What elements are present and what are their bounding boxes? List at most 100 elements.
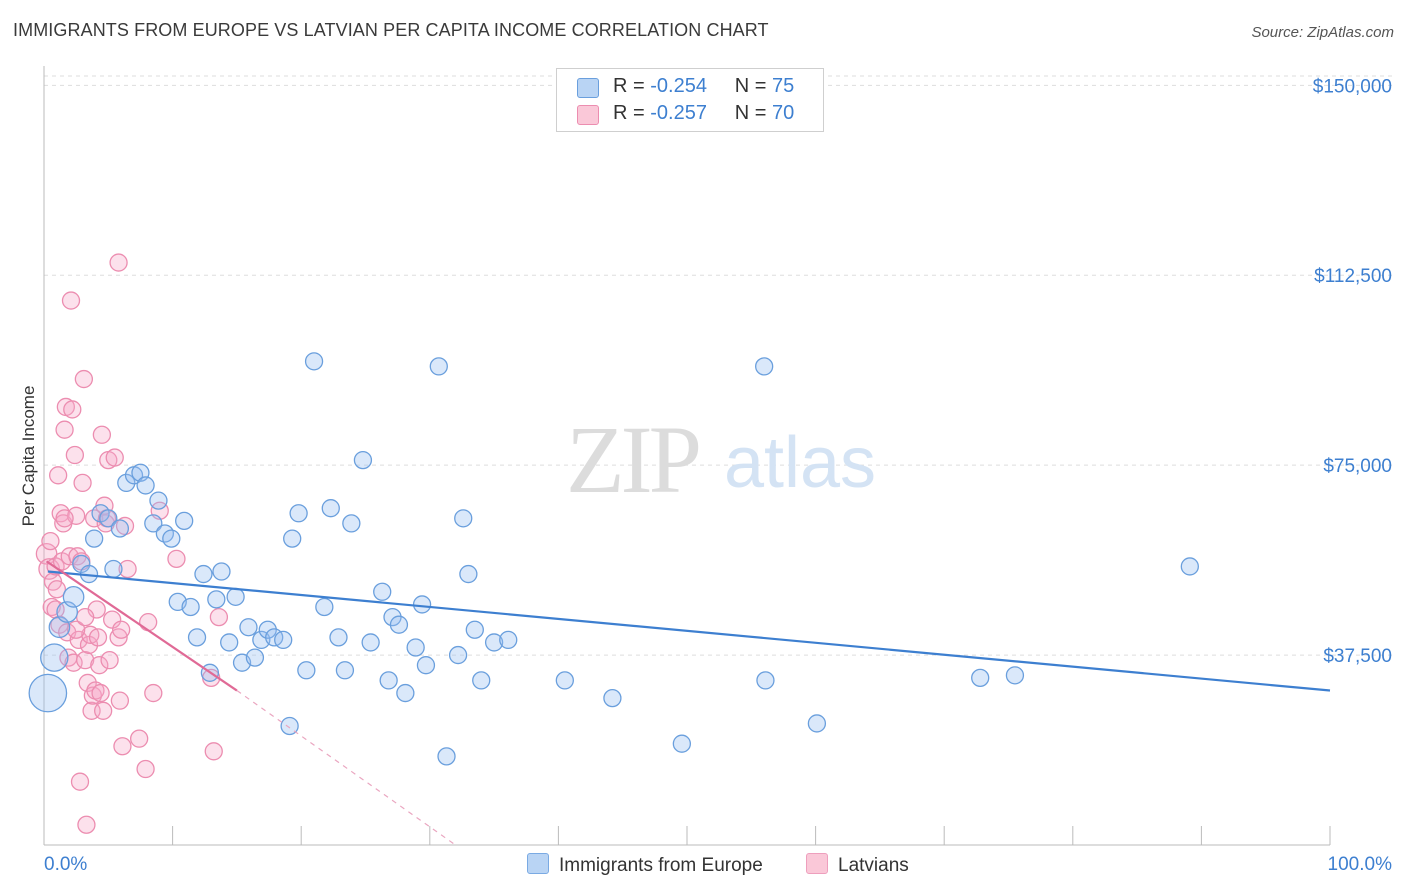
watermark-zip: ZIP [566,406,699,513]
europe-point [755,357,774,376]
europe-point [110,519,130,538]
legend-r-label: R = [613,75,645,97]
source-label: Source: ZipAtlas.com [1251,24,1394,41]
y-tick-label: $150,000 [1313,76,1392,97]
bottom-legend-swatch-europe [527,853,549,874]
latvians-points [35,253,229,834]
latvian-point [209,607,229,627]
europe-point [454,509,473,528]
europe-point [144,514,163,533]
europe-point [212,562,231,581]
latvian-point [55,420,74,439]
europe-point [335,661,355,680]
latvian-point [61,291,81,310]
europe-point [274,630,293,650]
bottom-legend-swatch-latvians [806,853,828,874]
europe-point [239,618,258,637]
latvian-point [90,656,109,675]
x-tick-label: 100.0% [1328,854,1393,875]
europe-point [245,648,265,667]
latvian-point [55,509,74,528]
latvian-point [167,549,186,569]
latvian-point [139,613,158,632]
europe-point [406,638,425,657]
europe-point [373,582,392,601]
europe-point [136,476,155,495]
europe-point [315,597,334,617]
latvian-point [41,531,60,551]
latvian-point [76,607,95,627]
europe-point [149,491,168,510]
legend-r-value-latvians: -0.257 [650,102,707,124]
europe-point [181,597,200,617]
bottom-legend-label-latvians: Latvians [838,855,909,876]
latvian-point [65,445,85,465]
europe-point [220,633,239,652]
latvian-point [64,653,83,672]
europe-point [226,587,245,606]
europe-point [175,511,194,531]
legend-r-label: R = [613,102,645,124]
bottom-legend-europe: Immigrants from Europe [527,853,763,877]
latvian-point [70,772,90,791]
europe-point [459,564,478,584]
latvian-trend-extension [236,690,456,846]
europe-point [297,661,316,680]
europe-point [412,595,432,614]
latvian-point [74,369,94,389]
europe-point [321,499,340,518]
y-tick-label: $37,500 [1323,646,1392,667]
watermark-atlas: atlas [724,423,876,503]
europe-point [465,620,484,639]
correlation-legend: R = -0.254 N = 75 R = -0.257 N = 70 [556,68,824,132]
latvian-point [144,683,163,703]
latvian-point [105,448,124,467]
europe-point [187,628,207,647]
latvian-point [50,615,69,634]
europe-point [429,357,448,376]
europe-point [62,585,85,608]
europe-point [117,473,136,493]
latvian-point [91,683,110,703]
latvian-point [88,628,108,647]
europe-point [40,643,69,672]
europe-point [437,747,456,766]
europe-point [207,590,226,609]
latvian-point [76,650,95,670]
bottom-legend-label-europe: Immigrants from Europe [559,855,763,876]
europe-point [361,633,380,652]
europe-point [971,668,990,688]
x-tick-label: 0.0% [44,854,87,875]
latvian-point [130,729,149,748]
europe-point [448,645,468,665]
latvian-point [112,620,131,639]
europe-point [807,714,827,733]
tick-labels: $37,500 $75,000 $112,500 $150,000 0.0% 100.0% [44,76,1392,875]
latvian-point [94,701,113,720]
y-tick-label: $75,000 [1323,456,1392,477]
latvian-point [48,466,68,485]
europe-point [672,734,692,753]
europe-point [353,450,373,470]
bottom-legend-latvians: Latvians [806,853,909,877]
latvian-point [67,506,86,525]
europe-point [396,683,415,703]
europe-point [28,673,68,713]
latvian-point [67,620,86,639]
europe-trend-line [47,570,1331,692]
europe-point [603,688,622,708]
europe-points [28,352,1199,766]
europe-point [194,564,213,584]
europe-point [1180,557,1199,576]
europe-point [104,559,123,579]
legend-swatch-europe [577,78,599,98]
latvian-point [136,759,155,779]
legend-n-label: N = [734,75,767,97]
europe-point [472,671,491,690]
legend-n-value-europe: 75 [772,75,795,97]
latvian-trend-line [45,560,238,692]
legend-r-value-europe: -0.254 [650,75,707,97]
europe-point [379,671,398,690]
latvian-point [63,400,82,419]
